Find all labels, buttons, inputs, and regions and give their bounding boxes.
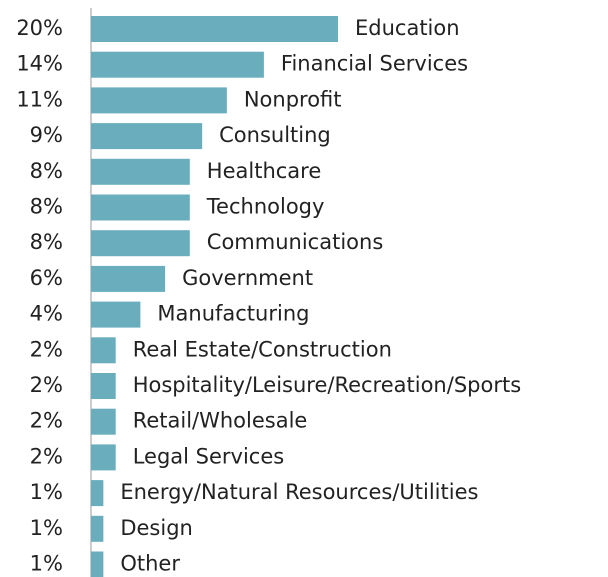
bar	[91, 408, 116, 435]
bar	[91, 301, 141, 328]
value-label: 2%	[30, 337, 63, 361]
value-label: 1%	[30, 516, 63, 540]
category-label: Hospitality/Leisure/Recreation/Sports	[133, 373, 521, 397]
bar	[91, 194, 190, 221]
bar	[91, 51, 264, 78]
bar	[91, 551, 104, 577]
category-label: Real Estate/Construction	[133, 337, 392, 361]
value-label: 20%	[16, 16, 63, 40]
value-label: 8%	[30, 195, 63, 219]
category-label: Healthcare	[207, 159, 321, 183]
bar	[91, 158, 190, 185]
bar	[91, 480, 104, 507]
bar	[91, 444, 116, 471]
bar	[91, 515, 104, 542]
value-label: 6%	[30, 266, 63, 290]
bar	[91, 230, 190, 257]
category-label: Education	[355, 16, 460, 40]
category-label: Retail/Wholesale	[133, 409, 308, 433]
bar	[91, 337, 116, 364]
category-label: Nonprofit	[244, 87, 342, 111]
bar	[91, 87, 227, 114]
category-label: Legal Services	[133, 444, 285, 468]
value-label: 1%	[30, 552, 63, 576]
value-label: 9%	[30, 123, 63, 147]
category-label: Energy/Natural Resources/Utilities	[120, 480, 478, 504]
bar	[91, 373, 116, 399]
category-label: Consulting	[219, 123, 331, 147]
bar	[91, 16, 338, 42]
value-label: 8%	[30, 159, 63, 183]
category-label: Other	[120, 552, 180, 576]
bar	[91, 265, 166, 292]
value-label: 1%	[30, 480, 63, 504]
value-label: 11%	[16, 87, 63, 111]
category-label: Manufacturing	[157, 302, 309, 326]
value-label: 2%	[30, 373, 63, 397]
value-label: 8%	[30, 230, 63, 254]
bar	[91, 123, 203, 150]
category-label: Design	[120, 516, 193, 540]
category-label: Communications	[207, 230, 383, 254]
value-label: 2%	[30, 409, 63, 433]
value-label: 4%	[30, 302, 63, 326]
value-label: 2%	[30, 444, 63, 468]
category-label: Government	[182, 266, 313, 290]
category-label: Financial Services	[281, 52, 468, 76]
value-label: 14%	[16, 52, 63, 76]
category-label: Technology	[206, 195, 325, 219]
